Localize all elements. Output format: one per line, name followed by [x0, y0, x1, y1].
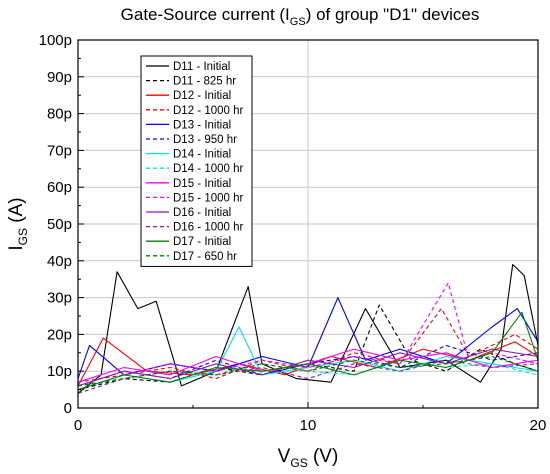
legend-label: D17 - Initial: [173, 236, 231, 248]
y-axis-title: IGS (A): [6, 197, 30, 250]
legend-label: D12 - 1000 hr: [173, 105, 243, 117]
x-tick-label: 20: [530, 417, 547, 434]
y-tick-label: 80p: [47, 106, 72, 123]
y-tick-label: 100p: [39, 32, 72, 49]
y-tick-label: 40p: [47, 253, 72, 270]
legend-label: D12 - Initial: [173, 90, 231, 102]
legend-label: D13 - 950 hr: [173, 134, 237, 146]
y-tick-label: 90p: [47, 69, 72, 86]
legend-label: D15 - Initial: [173, 178, 231, 190]
y-tick-label: 10p: [47, 363, 72, 380]
legend-label: D11 - 825 hr: [173, 76, 236, 88]
legend-label: D13 - Initial: [173, 119, 231, 131]
y-tick-label: 20p: [47, 326, 72, 343]
series-line-d17-650-hr: [77, 355, 539, 387]
legend-label: D16 - 1000 hr: [173, 222, 243, 234]
legend-label: D14 - Initial: [173, 149, 231, 161]
legend-label: D15 - 1000 hr: [173, 192, 243, 204]
x-tick-label: 0: [74, 417, 82, 434]
legend-label: D17 - 650 hr: [173, 251, 237, 263]
series-line-d11-initial: [77, 263, 539, 394]
y-tick-label: 30p: [47, 290, 72, 307]
chart-title: Gate-Source current (IGS) of group "D1" …: [121, 5, 480, 28]
y-tick-label: 0: [64, 400, 72, 417]
y-tick-label: 60p: [47, 179, 72, 196]
x-tick-label: 10: [300, 417, 317, 434]
legend-box: [140, 55, 253, 267]
legend-label: D11 - Initial: [173, 61, 230, 73]
series-line-d17-initial: [77, 311, 539, 391]
y-tick-label: 70p: [47, 142, 72, 159]
legend-label: D14 - 1000 hr: [173, 163, 243, 175]
legend-label: D16 - Initial: [173, 207, 231, 219]
x-axis-title: VGS (V): [278, 446, 339, 470]
series-line-d16-initial: [77, 348, 539, 387]
series-line-d15-1000-hr: [77, 282, 539, 391]
y-tick-label: 50p: [47, 216, 72, 233]
legend: D11 - Initial D11 - 825 hr D12 - Initial D1…: [140, 55, 253, 267]
